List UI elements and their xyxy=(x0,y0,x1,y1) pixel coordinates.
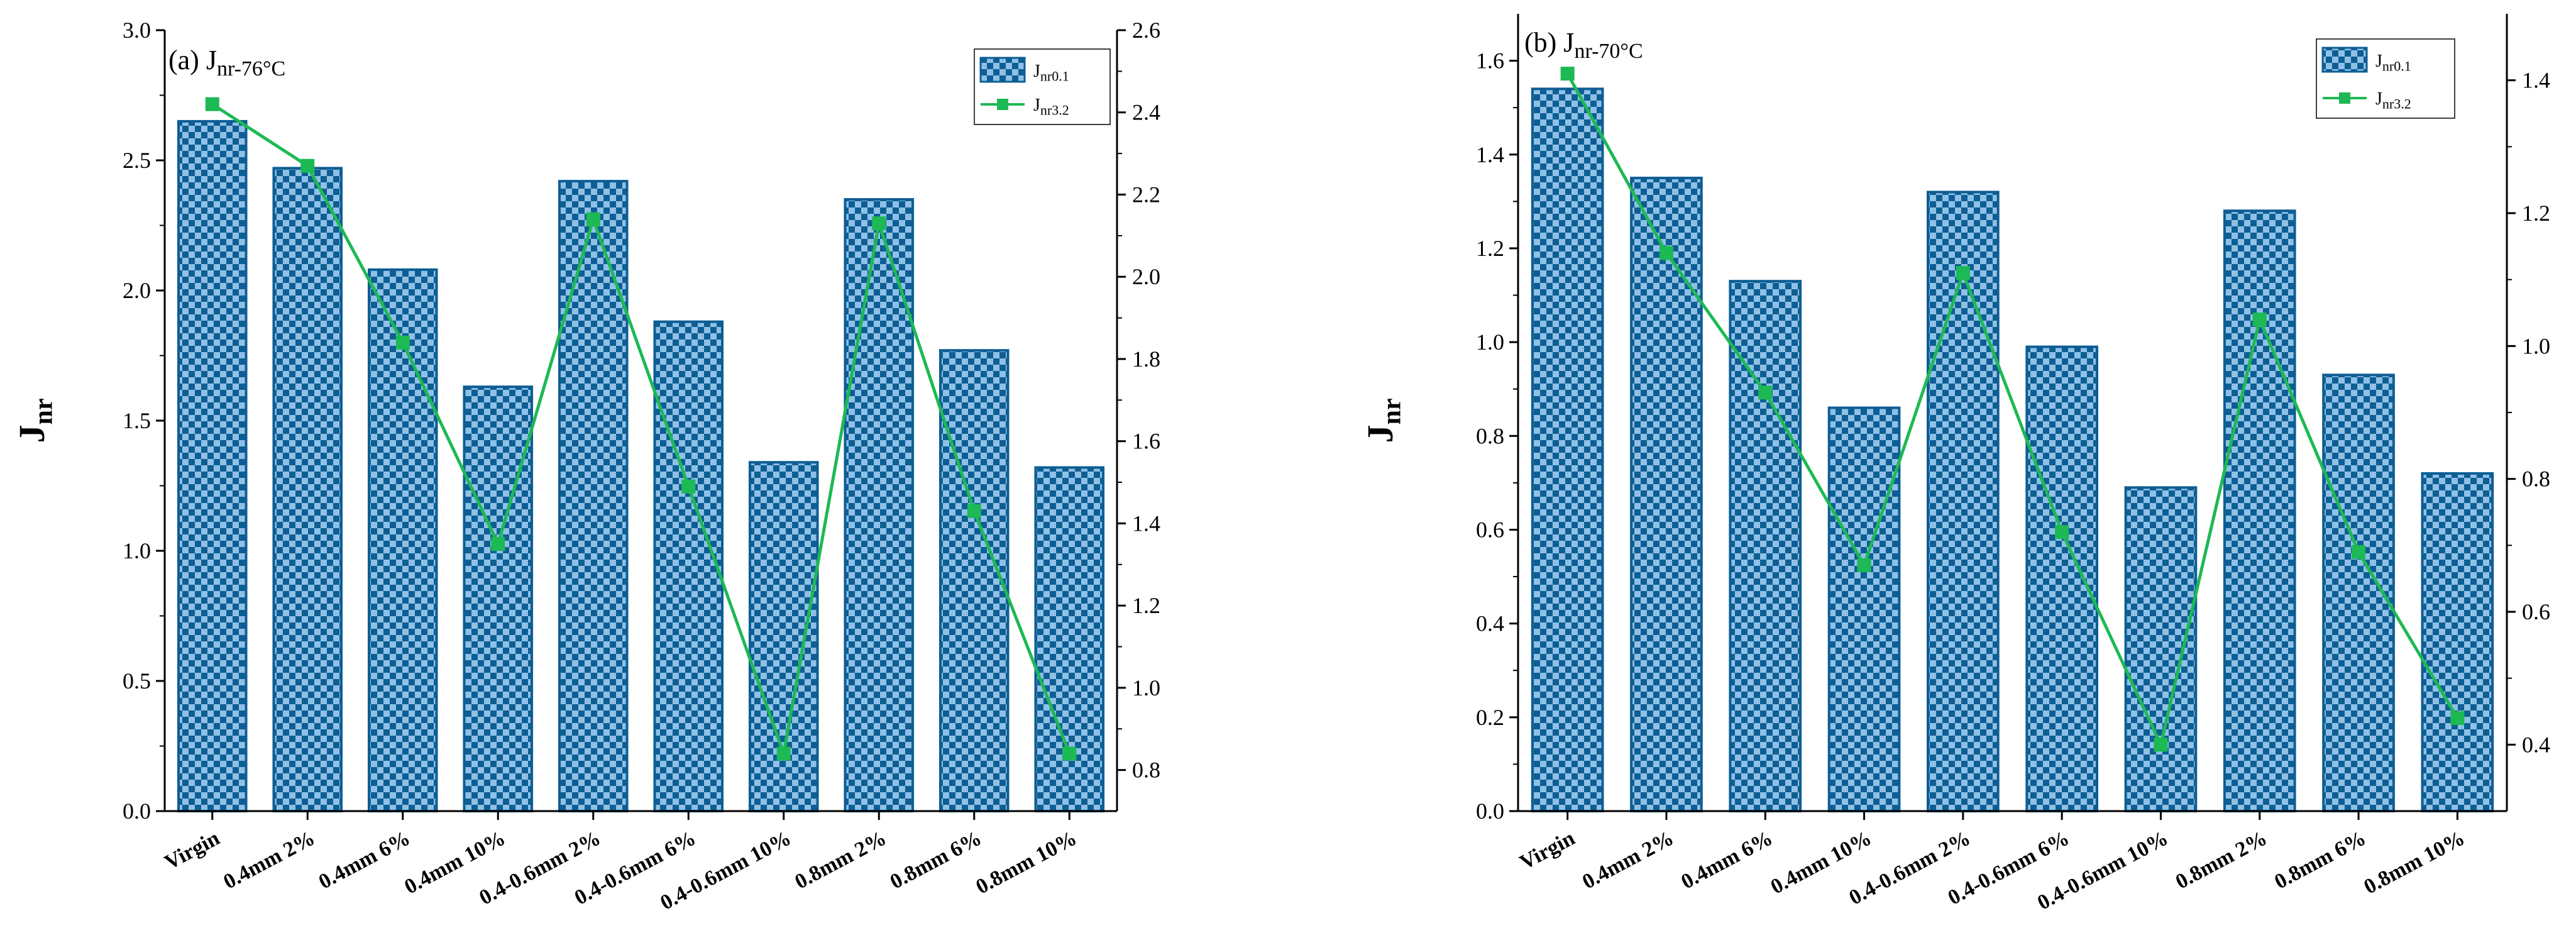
y2-tick-label: 1.0 xyxy=(1132,675,1160,700)
chart-panel-a: 0.0 0.5 1.0 1.5 2.0 2.5 3.0 0.8 1.0 1.2 1.4 1.6 1.8 2… xyxy=(11,18,1160,915)
bar xyxy=(177,119,248,812)
y2-tick-label: 0.4 xyxy=(2522,732,2550,757)
y2-tick-label: 1.2 xyxy=(2522,201,2550,226)
legend-label-bar: Jnr0.1 xyxy=(2375,52,2411,74)
x-tick-label: Virgin xyxy=(1516,826,1579,874)
x-tick-label: 0.8mm 2% xyxy=(2172,826,2271,893)
x-tick-label: 0.4mm 6% xyxy=(1678,826,1776,893)
y-tick-label: 1.0 xyxy=(123,538,151,563)
legend-marker-swatch xyxy=(997,99,1008,110)
x-tick-label: 0.8mm 10% xyxy=(972,826,1081,899)
y2-tick-label: 2.0 xyxy=(1132,264,1160,289)
bar xyxy=(2223,209,2296,813)
y-tick-label: 1.6 xyxy=(1476,48,1504,74)
line-marker xyxy=(1956,266,1970,280)
bar xyxy=(1630,177,1703,812)
x-tick-label: 0.8mm 6% xyxy=(2271,826,2369,893)
y-tick-label: 1.4 xyxy=(1476,142,1504,167)
legend-bar-swatch xyxy=(2321,47,2368,73)
y-tick-label: 2.0 xyxy=(123,278,151,303)
line-marker xyxy=(1560,67,1575,81)
bar xyxy=(558,180,629,812)
chart-panel-b: 0.0 0.2 0.4 0.6 0.8 1.0 1.2 1.4 1.6 0.4 0.6 0.8 1.0 1… xyxy=(1360,14,2550,915)
bar xyxy=(1729,280,1802,812)
line-marker xyxy=(586,212,600,226)
x-tick-label: 0.4mm 2% xyxy=(1578,826,1677,893)
bar xyxy=(1927,191,2000,812)
y-tick-label: 0.2 xyxy=(1476,705,1504,730)
y2-tick-label: 1.4 xyxy=(2522,68,2550,93)
y2-tick-label: 1.2 xyxy=(1132,593,1160,618)
y-tick-label: 0.4 xyxy=(1476,611,1504,636)
y2-tick-label: 0.8 xyxy=(1132,758,1160,783)
y-tick-label: 2.5 xyxy=(123,148,151,173)
legend-label-line: Jnr3.2 xyxy=(1033,96,1069,118)
x-tick-label: 0.4mm 2% xyxy=(220,826,319,893)
y2-tick-label: 0.8 xyxy=(2522,467,2550,492)
line-marker xyxy=(395,335,410,350)
line-marker xyxy=(491,537,505,551)
y2-tick-label: 1.8 xyxy=(1132,346,1160,372)
y-tick-label: 0.0 xyxy=(1476,799,1504,824)
bar xyxy=(653,320,724,812)
y2-tick-label: 2.4 xyxy=(1132,100,1160,125)
y2-tick-label: 2.6 xyxy=(1132,18,1160,43)
series-line xyxy=(211,102,1071,760)
line-marker xyxy=(1659,246,1673,260)
y-tick-label: 1.2 xyxy=(1476,236,1504,261)
y-tick-label: 3.0 xyxy=(123,18,151,43)
y-axis-label: Jnr xyxy=(1360,399,1407,443)
line-marker xyxy=(2252,312,2267,327)
x-tick-label: Virgin xyxy=(161,826,224,874)
x-tick-label: 0.8mm 6% xyxy=(886,826,985,893)
line-marker xyxy=(967,504,981,518)
panel-title: (b) Jnr-70°C xyxy=(1524,27,1643,63)
y-tick-label: 0.5 xyxy=(123,668,151,694)
legend-label-bar: Jnr0.1 xyxy=(1033,62,1069,84)
line-marker xyxy=(681,479,696,494)
bar xyxy=(2025,345,2098,812)
line-marker xyxy=(872,216,886,231)
x-tick-label: 0.4mm 6% xyxy=(315,826,414,893)
y-tick-label: 1.0 xyxy=(1476,329,1504,355)
bar xyxy=(2124,486,2198,812)
x-tick-label: 0.8mm 2% xyxy=(791,826,890,893)
bar xyxy=(844,198,915,813)
bar xyxy=(1531,87,1604,812)
legend-bar-swatch xyxy=(979,57,1026,83)
y-tick-label: 0.0 xyxy=(123,799,151,824)
line-marker xyxy=(776,746,791,761)
line-marker xyxy=(205,97,219,111)
line-marker xyxy=(2154,738,2168,752)
y-axis-label: Jnr xyxy=(11,399,58,443)
bar xyxy=(272,167,343,813)
y2-tick-label: 1.6 xyxy=(1132,429,1160,454)
line-marker xyxy=(2450,711,2465,726)
line-marker xyxy=(1062,746,1077,761)
line-marker xyxy=(2352,545,2366,559)
y2-tick-label: 0.6 xyxy=(2522,599,2550,624)
y2-tick-label: 1.4 xyxy=(1132,511,1160,536)
line-marker xyxy=(1857,558,1871,573)
x-tick-label: 0.8mm 10% xyxy=(2360,826,2469,899)
series-line xyxy=(1566,72,2459,749)
y-tick-label: 0.6 xyxy=(1476,517,1504,542)
bar xyxy=(1827,406,1901,812)
legend-marker-swatch xyxy=(2339,92,2350,104)
line-marker xyxy=(300,158,315,173)
legend-label-line: Jnr3.2 xyxy=(2375,89,2411,112)
bar xyxy=(463,385,534,812)
line-marker xyxy=(2055,525,2069,539)
y2-tick-label: 2.2 xyxy=(1132,182,1160,207)
bar xyxy=(938,349,1010,812)
bar xyxy=(2421,472,2494,812)
y2-tick-label: 1.0 xyxy=(2522,333,2550,358)
line-marker xyxy=(1758,385,1773,400)
panel-title: (a) Jnr-76°C xyxy=(168,45,285,80)
bar xyxy=(367,268,438,812)
y-tick-label: 1.5 xyxy=(123,408,151,433)
y-tick-label: 0.8 xyxy=(1476,423,1504,448)
